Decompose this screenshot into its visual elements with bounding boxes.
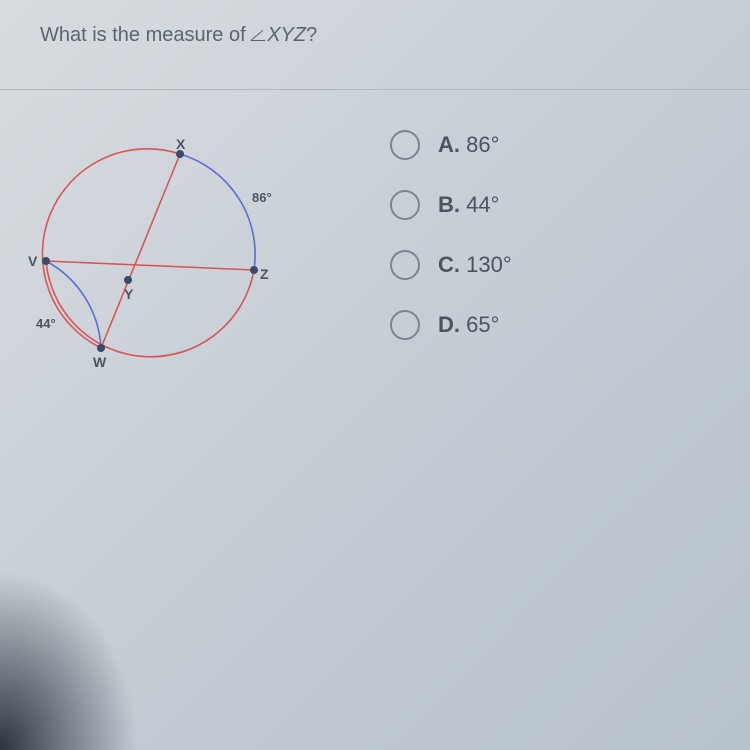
arc-zv <box>46 261 254 357</box>
answer-option-a[interactable]: A. 86° <box>390 130 512 160</box>
radio-icon[interactable] <box>390 310 420 340</box>
radio-icon[interactable] <box>390 250 420 280</box>
angle-label: XYZ <box>267 24 306 46</box>
diagram-svg <box>0 110 340 390</box>
question-suffix: ? <box>306 24 317 46</box>
point-v <box>42 257 50 265</box>
label-x: X <box>176 136 185 152</box>
answer-option-c[interactable]: C. 130° <box>390 250 512 280</box>
answers-list: A. 86° B. 44° C. 130° D. 65° <box>340 110 512 370</box>
answer-value: 44° <box>466 192 499 217</box>
answer-letter: A. <box>438 132 460 157</box>
arc-label-vw: 44° <box>36 316 56 331</box>
radio-icon[interactable] <box>390 130 420 160</box>
answer-label: A. 86° <box>438 132 499 158</box>
question-prefix: What is the measure of <box>40 24 251 46</box>
label-z: Z <box>260 266 269 282</box>
answer-label: C. 130° <box>438 252 512 278</box>
question-text: What is the measure of XYZ? <box>40 24 720 47</box>
arc-vw <box>46 261 101 348</box>
point-w <box>97 344 105 352</box>
radio-icon[interactable] <box>390 190 420 220</box>
answer-letter: D. <box>438 312 460 337</box>
answer-label: B. 44° <box>438 192 499 218</box>
question-area: What is the measure of XYZ? <box>0 0 750 59</box>
answer-value: 130° <box>466 252 512 277</box>
photo-vignette <box>0 570 140 750</box>
answer-label: D. 65° <box>438 312 499 338</box>
content-row: X Z V W Y 86° 44° A. 86° B. 44° C. 130° <box>0 90 750 390</box>
arc-xz <box>180 154 255 270</box>
point-z <box>250 266 258 274</box>
circle-diagram: X Z V W Y 86° 44° <box>0 110 340 390</box>
answer-option-d[interactable]: D. 65° <box>390 310 512 340</box>
arc-label-xz: 86° <box>252 190 272 205</box>
answer-letter: B. <box>438 192 460 217</box>
chord-vz <box>46 261 254 270</box>
answer-value: 86° <box>466 132 499 157</box>
label-v: V <box>28 253 37 269</box>
answer-value: 65° <box>466 312 499 337</box>
angle-symbol-icon <box>251 27 267 41</box>
arc-wx <box>42 149 180 348</box>
label-w: W <box>93 354 106 370</box>
answer-letter: C. <box>438 252 460 277</box>
answer-option-b[interactable]: B. 44° <box>390 190 512 220</box>
label-y: Y <box>124 286 133 302</box>
chord-xw <box>101 154 180 348</box>
point-y <box>124 276 132 284</box>
